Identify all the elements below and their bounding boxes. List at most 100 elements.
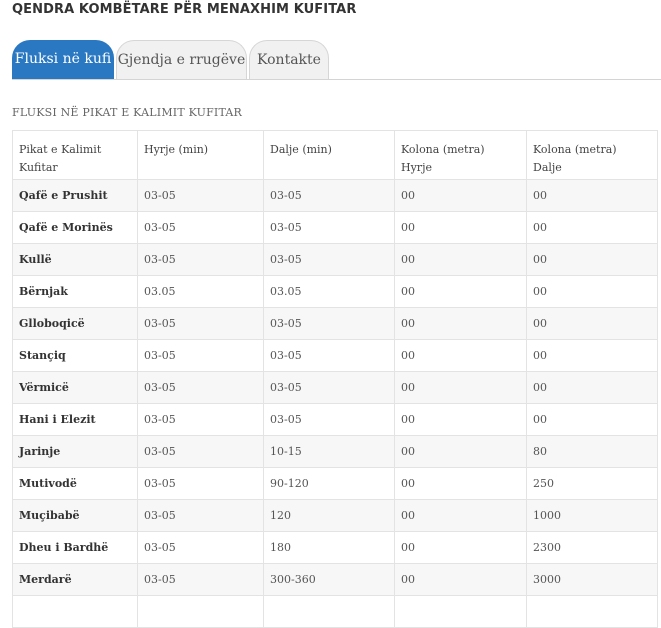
cell-queue-entry: 00: [394, 179, 527, 212]
cell-exit-min: 180: [263, 531, 395, 564]
cell-queue-entry: 00: [394, 531, 527, 564]
header-text: Dalje (min): [270, 143, 332, 156]
cell-queue-entry: 00: [394, 275, 527, 308]
cell-queue-exit: 00: [526, 243, 658, 276]
table-row: Bërnjak 03.05 03.05 00 00: [12, 275, 658, 308]
tab-border-flux[interactable]: Fluksi në kufi: [12, 40, 114, 79]
cell-entry-min: [137, 595, 264, 628]
table-row: Stançiq 03-05 03-05 00 00: [12, 339, 658, 372]
header-text: Dalje: [533, 161, 562, 174]
cell-queue-entry: 00: [394, 243, 527, 276]
cell-queue-entry: 00: [394, 563, 527, 596]
cell-queue-entry: 00: [394, 211, 527, 244]
cell-queue-entry: 00: [394, 467, 527, 500]
cell-entry-min: 03-05: [137, 499, 264, 532]
header-text: Kufitar: [19, 161, 58, 174]
cell-exit-min: 03-05: [263, 307, 395, 340]
table-row: Kullë 03-05 03-05 00 00: [12, 243, 658, 276]
cell-exit-min: 120: [263, 499, 395, 532]
cell-queue-exit: 00: [526, 211, 658, 244]
cell-queue-entry: [394, 595, 527, 628]
cell-exit-min: 03-05: [263, 211, 395, 244]
cell-queue-entry: 00: [394, 403, 527, 436]
cell-queue-entry: 00: [394, 435, 527, 468]
header-text: Hyrje: [401, 161, 432, 174]
cell-entry-min: 03-05: [137, 307, 264, 340]
cell-crossing-point: Dheu i Bardhë: [12, 531, 138, 564]
cell-queue-exit: 3000: [526, 563, 658, 596]
header-text: Kolona (metra): [401, 143, 485, 156]
cell-queue-exit: 00: [526, 339, 658, 372]
cell-queue-exit: 00: [526, 179, 658, 212]
cell-queue-exit: 80: [526, 435, 658, 468]
cell-entry-min: 03-05: [137, 179, 264, 212]
table-header-row: Pikat e Kalimit Kufitar Hyrje (min) Dalje…: [12, 130, 658, 180]
cell-queue-entry: 00: [394, 499, 527, 532]
cell-exit-min: 03.05: [263, 275, 395, 308]
header-queue-exit: Kolona (metra) Dalje: [526, 130, 658, 180]
cell-entry-min: 03.05: [137, 275, 264, 308]
header-crossing-point: Pikat e Kalimit Kufitar: [12, 130, 138, 180]
table-row: Dheu i Bardhë 03-05 180 00 2300: [12, 531, 658, 564]
cell-crossing-point: Vërmicë: [12, 371, 138, 404]
table-row: Glloboqicë 03-05 03-05 00 00: [12, 307, 658, 340]
cell-exit-min: 03-05: [263, 371, 395, 404]
cell-queue-exit: 1000: [526, 499, 658, 532]
cell-crossing-point: Glloboqicë: [12, 307, 138, 340]
header-text: Hyrje (min): [144, 143, 209, 156]
cell-queue-entry: 00: [394, 339, 527, 372]
header-text: Kolona (metra): [533, 143, 617, 156]
cell-queue-exit: 00: [526, 307, 658, 340]
cell-entry-min: 03-05: [137, 467, 264, 500]
cell-exit-min: 03-05: [263, 243, 395, 276]
table-row: Hani i Elezit 03-05 03-05 00 00: [12, 403, 658, 436]
tab-bar: Fluksi në kufi Gjendja e rrugëve Kontakt…: [12, 40, 661, 80]
table-row: Qafë e Morinës 03-05 03-05 00 00: [12, 211, 658, 244]
header-exit-min: Dalje (min): [263, 130, 395, 180]
table-row: [12, 595, 658, 628]
cell-queue-exit: 250: [526, 467, 658, 500]
cell-crossing-point: Kullë: [12, 243, 138, 276]
tab-contacts[interactable]: Kontakte: [249, 40, 329, 79]
tab-road-conditions[interactable]: Gjendja e rrugëve: [116, 40, 247, 79]
cell-exit-min: [263, 595, 395, 628]
table-row: Merdarë 03-05 300-360 00 3000: [12, 563, 658, 596]
cell-queue-exit: 00: [526, 371, 658, 404]
header-text: Pikat e Kalimit: [19, 143, 102, 156]
cell-crossing-point: Jarinje: [12, 435, 138, 468]
table-row: Vërmicë 03-05 03-05 00 00: [12, 371, 658, 404]
cell-crossing-point: Stançiq: [12, 339, 138, 372]
cell-exit-min: 10-15: [263, 435, 395, 468]
cell-queue-exit: 00: [526, 403, 658, 436]
table-caption: FLUKSI NË PIKAT E KALIMIT KUFITAR: [12, 106, 243, 119]
cell-exit-min: 03-05: [263, 403, 395, 436]
table-row: Muçibabë 03-05 120 00 1000: [12, 499, 658, 532]
table-row: Mutivodë 03-05 90-120 00 250: [12, 467, 658, 500]
cell-crossing-point: Bërnjak: [12, 275, 138, 308]
cell-entry-min: 03-05: [137, 211, 264, 244]
cell-queue-exit: [526, 595, 658, 628]
header-queue-entry: Kolona (metra) Hyrje: [394, 130, 527, 180]
cell-exit-min: 90-120: [263, 467, 395, 500]
cell-entry-min: 03-05: [137, 563, 264, 596]
cell-entry-min: 03-05: [137, 371, 264, 404]
cell-crossing-point: Qafë e Morinës: [12, 211, 138, 244]
cell-crossing-point: Muçibabë: [12, 499, 138, 532]
cell-exit-min: 03-05: [263, 179, 395, 212]
cell-exit-min: 03-05: [263, 339, 395, 372]
cell-crossing-point: Mutivodë: [12, 467, 138, 500]
cell-queue-exit: 00: [526, 275, 658, 308]
table-row: Jarinje 03-05 10-15 00 80: [12, 435, 658, 468]
cell-entry-min: 03-05: [137, 243, 264, 276]
cell-entry-min: 03-05: [137, 531, 264, 564]
cell-crossing-point: Qafë e Prushit: [12, 179, 138, 212]
cell-exit-min: 300-360: [263, 563, 395, 596]
cell-crossing-point: Merdarë: [12, 563, 138, 596]
cell-queue-exit: 2300: [526, 531, 658, 564]
cell-entry-min: 03-05: [137, 339, 264, 372]
cell-queue-entry: 00: [394, 371, 527, 404]
cell-crossing-point: Hani i Elezit: [12, 403, 138, 436]
table-row: Qafë e Prushit 03-05 03-05 00 00: [12, 179, 658, 212]
border-flux-table: Pikat e Kalimit Kufitar Hyrje (min) Dalje…: [12, 130, 658, 628]
page-title: QENDRA KOMBËTARE PËR MENAXHIM KUFITAR: [12, 2, 357, 17]
